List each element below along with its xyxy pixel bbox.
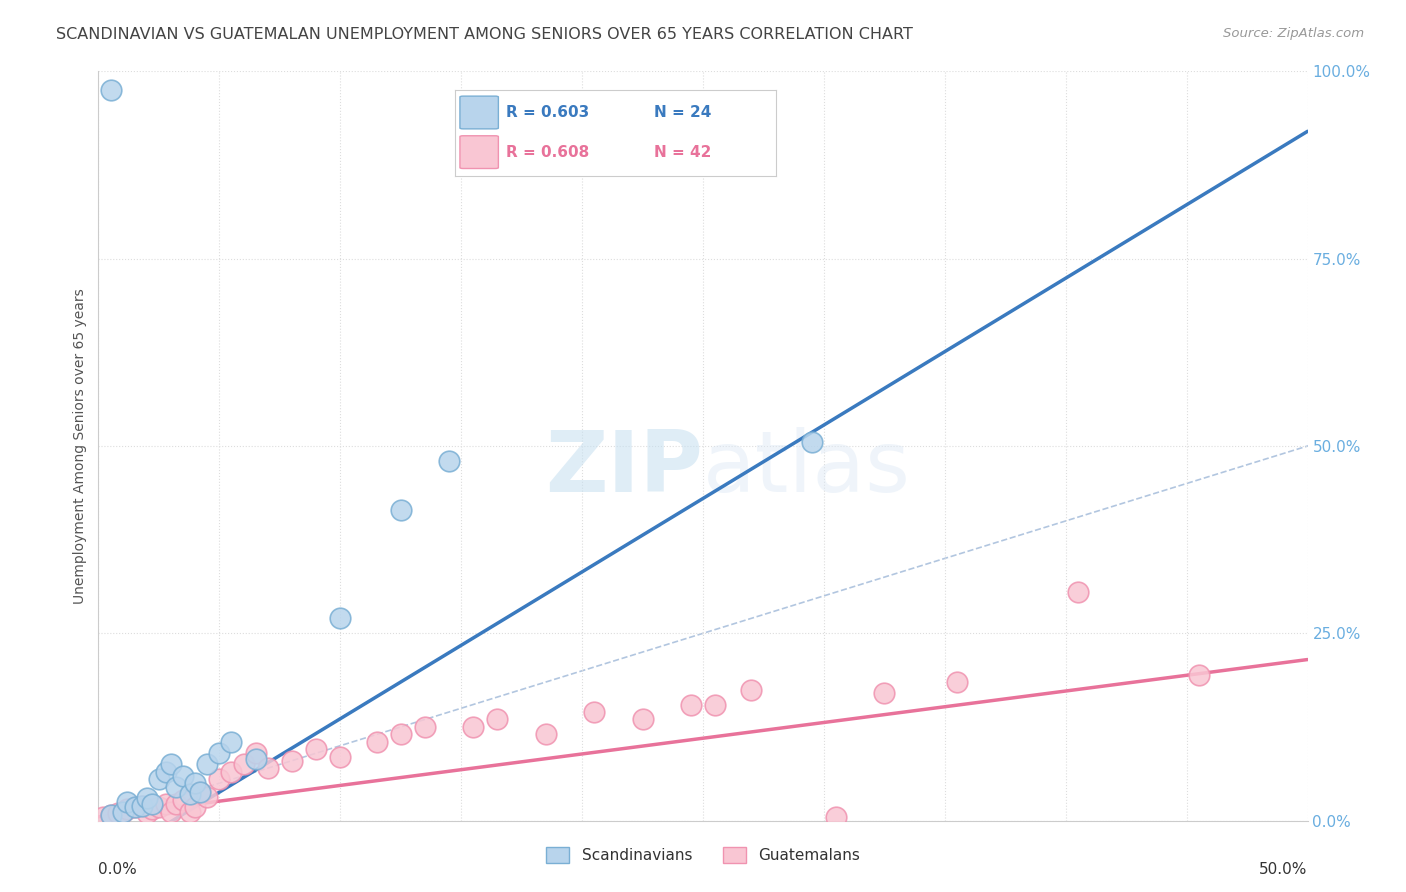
Text: ZIP: ZIP (546, 427, 703, 510)
Point (413, 720, 436, 734)
Point (1067, 585, 1090, 599)
Point (329, 750, 352, 764)
Point (131, 798, 153, 813)
Point (141, 802, 163, 816)
Text: Source: ZipAtlas.com: Source: ZipAtlas.com (1223, 27, 1364, 40)
Point (195, 789, 218, 804)
Point (221, 764, 243, 779)
Point (1188, 667, 1211, 681)
Point (281, 754, 304, 768)
Point (107, 806, 129, 821)
Point (704, 698, 727, 712)
Point (583, 705, 606, 719)
Text: 0.0%: 0.0% (98, 862, 138, 877)
Legend: Scandinavians, Guatemalans: Scandinavians, Guatemalans (540, 841, 866, 869)
Point (245, 752, 267, 766)
Point (111, 805, 134, 819)
Point (195, 757, 218, 772)
Text: atlas: atlas (703, 427, 911, 510)
Point (155, 797, 177, 812)
Point (184, 800, 207, 814)
Point (389, 502, 412, 516)
Point (165, 780, 187, 794)
Point (117, 795, 139, 809)
Point (245, 746, 267, 760)
Point (100, 83, 122, 97)
Point (366, 735, 388, 749)
Point (208, 746, 231, 760)
Point (148, 800, 170, 814)
Point (172, 792, 194, 806)
Y-axis label: Unemployment Among Seniors over 65 years: Unemployment Among Seniors over 65 years (73, 288, 87, 604)
Point (172, 769, 194, 783)
Text: 50.0%: 50.0% (1260, 862, 1308, 877)
Point (141, 797, 163, 812)
Point (100, 807, 122, 822)
Point (437, 454, 460, 468)
Point (256, 761, 278, 775)
Point (208, 772, 231, 787)
Point (160, 805, 183, 819)
Point (389, 727, 412, 741)
Point (188, 785, 211, 799)
Point (124, 800, 146, 814)
Point (179, 805, 201, 819)
Point (188, 785, 211, 799)
Point (486, 713, 509, 727)
Point (165, 797, 187, 812)
Point (463, 720, 485, 734)
Point (825, 810, 848, 824)
Point (873, 686, 896, 700)
Point (117, 802, 139, 816)
Point (232, 757, 254, 772)
Point (800, 435, 823, 450)
Point (631, 713, 654, 727)
Point (184, 776, 207, 790)
Point (305, 742, 328, 756)
Point (135, 791, 157, 805)
Point (131, 798, 153, 813)
Point (221, 735, 243, 749)
Point (100, 807, 122, 822)
Point (179, 788, 201, 802)
Point (534, 727, 557, 741)
Point (740, 682, 762, 697)
Point (91, 810, 114, 824)
Point (946, 675, 969, 690)
Point (124, 800, 146, 814)
Text: SCANDINAVIAN VS GUATEMALAN UNEMPLOYMENT AMONG SENIORS OVER 65 YEARS CORRELATION : SCANDINAVIAN VS GUATEMALAN UNEMPLOYMENT … (56, 27, 912, 42)
Point (329, 611, 352, 625)
Point (160, 757, 183, 772)
Point (135, 806, 157, 821)
Point (148, 772, 170, 787)
Point (679, 698, 702, 712)
Point (155, 764, 177, 779)
Point (111, 805, 134, 819)
